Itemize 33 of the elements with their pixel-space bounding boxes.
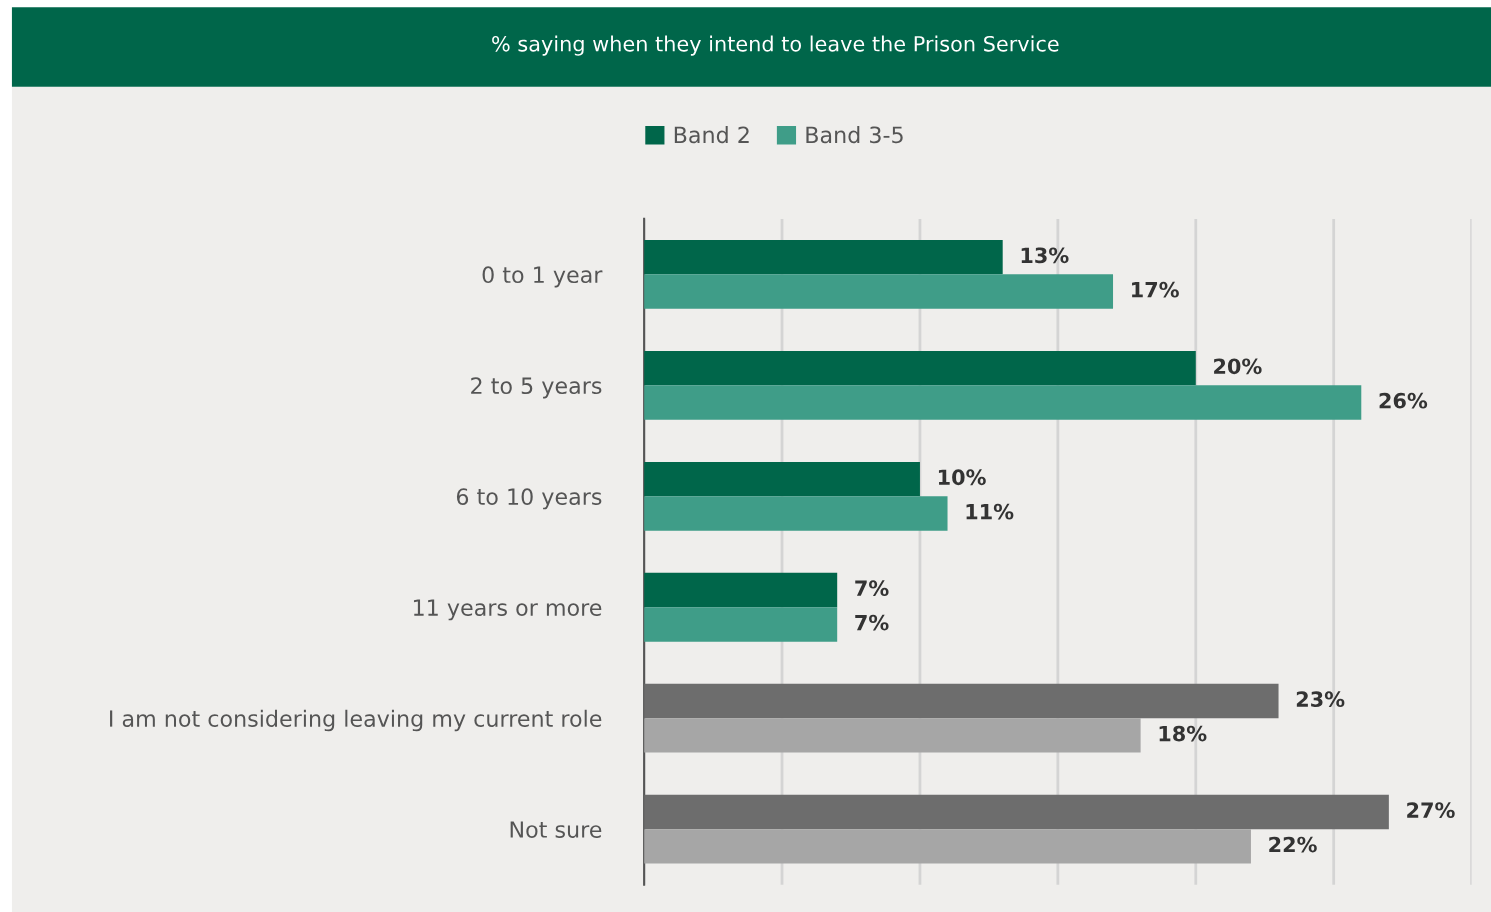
y-tick-label: 6 to 10 years [456, 488, 602, 510]
legend-label: Band 2 [674, 126, 749, 144]
data-label: 18% [1159, 725, 1207, 742]
legend-label: Band 3-5 [806, 126, 903, 144]
bar [644, 274, 1114, 309]
data-label: 27% [1407, 802, 1455, 819]
y-tick-label: Not sure [510, 821, 602, 838]
y-tick-label: 11 years or more [413, 599, 602, 621]
bar [644, 239, 1003, 275]
data-label: 17% [1132, 281, 1179, 298]
bar [644, 461, 920, 497]
data-label: 7% [855, 580, 889, 597]
bar [644, 683, 1279, 719]
bar [644, 572, 838, 608]
y-tick-label: 0 to 1 year [482, 266, 603, 288]
bar [644, 496, 948, 531]
y-tick-label: I am not considering leaving my current role [110, 709, 602, 732]
bar [644, 350, 1196, 386]
bar [644, 794, 1389, 830]
data-label: 7% [855, 614, 889, 631]
data-label: 11% [966, 503, 1014, 520]
chart-title: % saying when they intend to leave the Prison Service [492, 35, 1059, 56]
y-tick-label: 2 to 5 years [471, 377, 602, 399]
data-label: 26% [1379, 392, 1428, 409]
bar [644, 607, 838, 642]
data-label: 13% [1021, 247, 1069, 264]
data-label: 20% [1214, 358, 1262, 375]
bar [644, 385, 1362, 420]
data-label: 23% [1296, 691, 1345, 708]
bar [644, 718, 1141, 753]
bar [644, 829, 1251, 864]
data-label: 22% [1269, 836, 1317, 853]
data-label: 10% [938, 469, 986, 486]
